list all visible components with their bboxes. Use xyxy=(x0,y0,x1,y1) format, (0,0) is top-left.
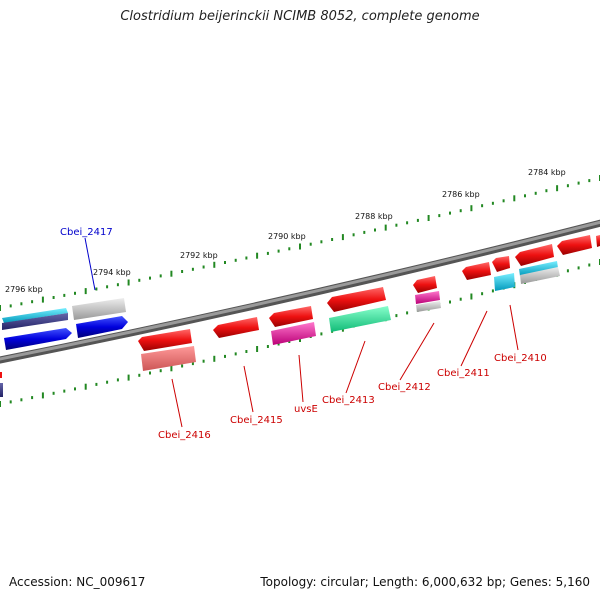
gene-label-cbei-2416[interactable]: Cbei_2416 xyxy=(158,430,211,441)
kbp-label: 2784 kbp xyxy=(528,168,566,177)
gene-cbei-2412-grey[interactable] xyxy=(416,301,441,312)
kbp-label: 2796 kbp xyxy=(5,285,43,294)
kbp-label: 2786 kbp xyxy=(442,190,480,199)
gene-right-partial[interactable] xyxy=(596,235,600,247)
gene-partial[interactable] xyxy=(0,372,2,378)
accession-label: Accession: NC_009617 xyxy=(9,575,146,589)
gene-uvse-pink[interactable] xyxy=(271,322,316,345)
kbp-label: 2794 kbp xyxy=(93,268,131,277)
gene-cyan[interactable] xyxy=(2,308,68,323)
gene-label-cbei-2412[interactable]: Cbei_2412 xyxy=(378,382,431,393)
gene-label-cbei-2417[interactable]: Cbei_2417 xyxy=(60,227,113,238)
gene-label-cbei-2411[interactable]: Cbei_2411 xyxy=(437,368,490,379)
leader-line xyxy=(460,310,488,367)
gene-partial[interactable] xyxy=(0,383,3,397)
gene-grey[interactable] xyxy=(72,298,126,320)
gene-cbei-2410-grey[interactable] xyxy=(520,267,560,284)
gene-cbei-2416-salmon[interactable] xyxy=(141,346,196,371)
genome-summary: Topology: circular; Length: 6,000,632 bp… xyxy=(260,575,590,589)
leader-line xyxy=(509,304,519,351)
leader-line xyxy=(243,365,254,413)
leader-line xyxy=(171,378,183,428)
gene-label-cbei-2415[interactable]: Cbei_2415 xyxy=(230,415,283,426)
gene-cbei-2411[interactable] xyxy=(462,262,491,280)
kbp-label: 2788 kbp xyxy=(355,212,393,221)
gene-cbei-2412[interactable] xyxy=(413,276,437,293)
gene-right-1[interactable] xyxy=(557,235,592,255)
gene-cbei-2413[interactable] xyxy=(327,287,386,312)
genome-backbone-highlight xyxy=(0,220,600,361)
genome-title: Clostridium beijerinckii NCIMB 8052, com… xyxy=(120,9,480,24)
gene-cbei-2410-cyan[interactable] xyxy=(519,261,558,276)
gene-cbei-2415[interactable] xyxy=(213,317,259,338)
gene-cbei-2417-group[interactable] xyxy=(2,298,128,350)
gene-blue[interactable] xyxy=(4,328,72,350)
kbp-label: 2790 kbp xyxy=(268,232,306,241)
gene-cbei-2413-green[interactable] xyxy=(329,306,391,332)
gene-cbei-2416[interactable] xyxy=(138,329,192,351)
leader-line xyxy=(298,354,304,403)
leader-line xyxy=(399,322,435,381)
gene-uvse[interactable] xyxy=(269,306,313,327)
leader-line xyxy=(84,237,96,291)
gene-cbei-2411b[interactable] xyxy=(492,256,510,272)
gene-label-uvse[interactable]: uvsE xyxy=(294,404,318,415)
gene-label-cbei-2413[interactable]: Cbei_2413 xyxy=(322,395,375,406)
gene-cbei-2412-pink[interactable] xyxy=(415,291,440,304)
gene-label-cbei-2410[interactable]: Cbei_2410 xyxy=(494,353,547,364)
gene-navy[interactable] xyxy=(2,313,68,330)
outer-tick-ruler xyxy=(0,175,600,311)
gene-cbei-2417[interactable] xyxy=(76,316,128,338)
leader-line xyxy=(345,340,366,394)
gene-cbei-2411-cyan[interactable] xyxy=(494,273,515,291)
gene-cbei-2410[interactable] xyxy=(515,244,554,266)
kbp-label: 2792 kbp xyxy=(180,251,218,260)
